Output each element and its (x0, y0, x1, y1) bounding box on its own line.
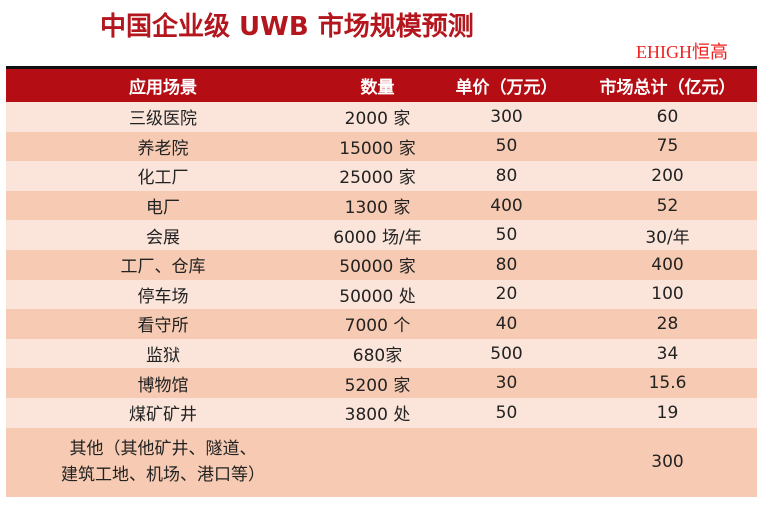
cell-scene: 养老院 (137, 138, 189, 159)
cell-total: 200 (651, 165, 684, 186)
cell-scene-line2: 建筑工地、机场、港口等） (61, 465, 265, 486)
cell-price: 300 (490, 106, 523, 127)
table-row: 博物馆 5200 家 30 15.6 (6, 368, 757, 398)
table-row: 监狱 680家 500 34 (6, 338, 757, 369)
cell-scene: 化工厂 (137, 168, 189, 189)
header-scene: 应用场景 (129, 78, 197, 98)
cell-quantity: 1300 家 (344, 198, 411, 219)
cell-scene: 博物馆 (137, 375, 189, 396)
table-row: 煤矿矿井 3800 处 50 19 (6, 397, 757, 428)
cell-price: 80 (495, 254, 518, 275)
cell-price: 500 (490, 343, 523, 364)
cell-scene: 工厂、仓库 (120, 257, 206, 278)
cell-scene: 电厂 (146, 198, 180, 219)
cell-quantity: 50000 家 (339, 257, 416, 278)
market-table: 应用场景 数量 单价（万元） 市场总计（亿元） 三级医院 2000 家 300 60 养… (6, 66, 757, 497)
header-price: 单价（万元） (455, 78, 558, 98)
cell-total: 100 (651, 284, 684, 305)
header-total: 市场总计（亿元） (599, 78, 736, 98)
cell-total: 75 (656, 136, 679, 157)
cell-price: 80 (495, 165, 518, 186)
cell-total: 300 (651, 452, 684, 473)
cell-total: 60 (656, 106, 679, 127)
cell-quantity: 680家 (352, 346, 403, 367)
cell-quantity: 5200 家 (344, 375, 411, 396)
page-title: 中国企业级 UWB 市场规模预测 (100, 12, 474, 42)
cell-total: 34 (656, 343, 679, 364)
cell-total: 19 (656, 402, 679, 423)
cell-scene: 煤矿矿井 (129, 405, 197, 426)
cell-total: 400 (651, 254, 684, 275)
table-row: 电厂 1300 家 400 52 (6, 190, 757, 221)
table-row: 会展 6000 场/年 50 30/年 (6, 220, 757, 250)
cell-price: 400 (490, 195, 523, 216)
table-row: 工厂、仓库 50000 家 80 400 (6, 249, 757, 280)
cell-price: 40 (495, 313, 518, 334)
cell-scene: 其他（其他矿井、隧道、 建筑工地、机场、港口等） (6, 436, 320, 488)
table-row-other: 其他（其他矿井、隧道、 建筑工地、机场、港口等） 300 (6, 427, 757, 497)
watermark: EHIGH恒高 (636, 42, 728, 62)
header-quantity: 数量 (360, 78, 395, 98)
cell-quantity: 50000 处 (339, 286, 416, 307)
cell-total: 15.6 (648, 373, 687, 394)
cell-scene: 监狱 (146, 346, 180, 367)
cell-quantity: 25000 家 (339, 168, 416, 189)
table-row: 养老院 15000 家 50 75 (6, 131, 757, 162)
table-row: 停车场 50000 处 20 100 (6, 279, 757, 310)
cell-quantity: 2000 家 (344, 109, 411, 130)
cell-total: 52 (656, 195, 679, 216)
cell-quantity: 6000 场/年 (333, 227, 422, 248)
cell-quantity: 15000 家 (339, 138, 416, 159)
cell-scene: 停车场 (137, 286, 189, 307)
cell-price: 50 (495, 136, 518, 157)
cell-quantity: 3800 处 (344, 405, 411, 426)
cell-quantity: 7000 个 (344, 316, 411, 337)
cell-scene: 看守所 (137, 316, 189, 337)
table-header: 应用场景 数量 单价（万元） 市场总计（亿元） (6, 69, 757, 102)
cell-total: 28 (656, 313, 679, 334)
table-row: 化工厂 25000 家 80 200 (6, 161, 757, 191)
cell-price: 20 (495, 284, 518, 305)
cell-price: 50 (495, 225, 518, 246)
cell-price: 50 (495, 402, 518, 423)
cell-scene: 会展 (146, 227, 180, 248)
cell-scene: 三级医院 (129, 109, 197, 130)
cell-scene-line1: 其他（其他矿井、隧道、 (69, 439, 257, 460)
table-row: 三级医院 2000 家 300 60 (6, 102, 757, 132)
cell-price: 30 (495, 373, 518, 394)
table-row: 看守所 7000 个 40 28 (6, 309, 757, 339)
cell-total: 30/年 (645, 227, 690, 248)
